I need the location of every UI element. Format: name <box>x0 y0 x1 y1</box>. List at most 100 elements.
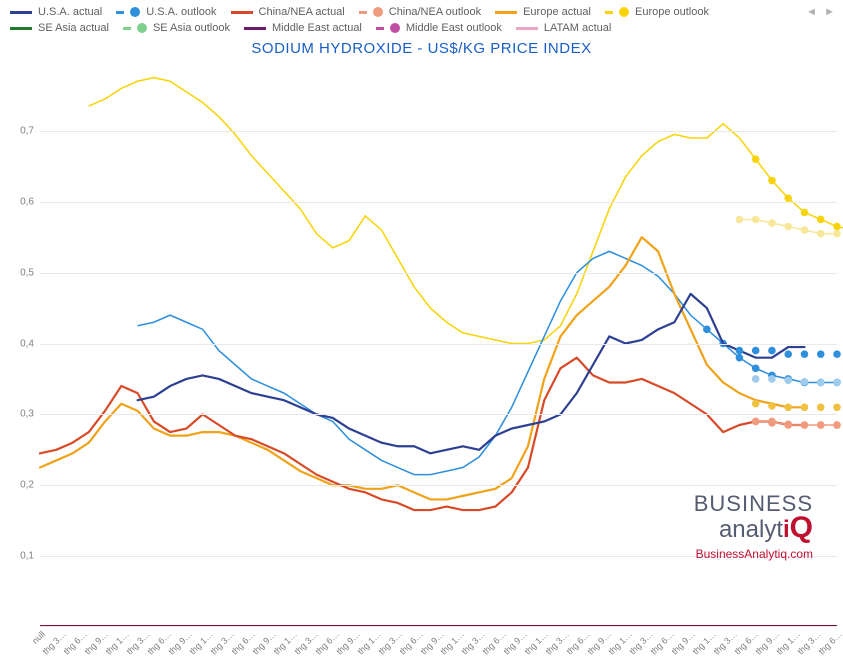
series-marker-europe_outlook <box>768 177 776 185</box>
legend-line-icon <box>495 11 517 14</box>
legend-swatch-icon <box>619 7 629 17</box>
legend-line-icon <box>231 11 253 14</box>
legend-line-icon <box>516 27 538 30</box>
tail-marker-usa-light <box>833 379 841 387</box>
series-marker-europe_outlook_tail <box>801 226 809 234</box>
series-marker-europe_outlook_tail <box>833 230 841 238</box>
chart-container: U.S.A. actual U.S.A. outlook China/NEA act… <box>0 0 843 661</box>
series-marker-europe_outlook_tail <box>752 216 760 224</box>
y-tick-label: 0,6 <box>20 196 34 207</box>
series-marker-europe_outlook_tail <box>784 223 792 231</box>
legend-label: SE Asia outlook <box>153 20 230 36</box>
legend-item-me_actual[interactable]: Middle East actual <box>244 20 362 36</box>
tail-marker-europe <box>833 403 841 411</box>
tail-marker-china <box>817 421 825 429</box>
legend-item-europe_outlook[interactable]: Europe outlook <box>605 4 709 20</box>
tail-marker-usa <box>817 350 825 358</box>
series-marker-europe_outlook_tail <box>736 216 744 224</box>
series-line-europe_outlook <box>89 78 843 344</box>
legend-label: SE Asia actual <box>38 20 109 36</box>
legend-label: LATAM actual <box>544 20 611 36</box>
tail-marker-europe <box>752 400 760 408</box>
tail-marker-europe <box>784 403 792 411</box>
series-marker-europe_outlook <box>833 223 841 231</box>
series-marker-usa_outlook <box>752 365 760 373</box>
legend-label: U.S.A. outlook <box>146 4 216 20</box>
tail-marker-china <box>768 419 776 427</box>
series-line-china_outlook <box>756 421 837 425</box>
nav-right-icon[interactable]: ► <box>824 6 837 18</box>
tail-marker-usa-light <box>752 375 760 383</box>
legend-label: U.S.A. actual <box>38 4 102 20</box>
legend-swatch-icon <box>390 23 400 33</box>
series-line-china_actual <box>40 358 804 510</box>
legend-line-icon <box>10 11 32 14</box>
y-tick-label: 0,7 <box>20 125 34 136</box>
legend-item-latam_actual[interactable]: LATAM actual <box>516 20 611 36</box>
series-marker-usa_outlook <box>736 354 744 362</box>
tail-marker-usa <box>736 347 744 355</box>
nav-arrows[interactable]: ◄ ► <box>806 6 837 18</box>
tail-marker-usa <box>833 350 841 358</box>
legend: U.S.A. actual U.S.A. outlook China/NEA act… <box>10 4 813 36</box>
legend-item-me_outlook[interactable]: Middle East outlook <box>376 20 502 36</box>
series-marker-europe_outlook <box>817 216 825 224</box>
y-tick-label: 0,1 <box>20 551 34 562</box>
grid-line <box>40 556 837 557</box>
grid-line <box>40 344 837 345</box>
tail-marker-china <box>784 420 792 428</box>
legend-line-icon <box>10 27 32 30</box>
tail-marker-europe <box>817 403 825 411</box>
grid-line <box>40 414 837 415</box>
legend-item-europe_actual[interactable]: Europe actual <box>495 4 591 20</box>
series-marker-europe_outlook_tail <box>768 219 776 227</box>
legend-label: Europe outlook <box>635 4 709 20</box>
tail-marker-usa <box>801 350 809 358</box>
legend-label: Middle East actual <box>272 20 362 36</box>
tail-marker-usa-light <box>784 377 792 385</box>
tail-marker-usa <box>752 347 760 355</box>
series-marker-europe_outlook <box>752 155 760 163</box>
legend-swatch-icon <box>130 7 140 17</box>
grid-line <box>40 273 837 274</box>
tail-marker-usa <box>784 350 792 358</box>
series-marker-europe_outlook_tail <box>817 230 825 238</box>
tail-marker-usa <box>768 347 776 355</box>
tail-marker-europe <box>768 402 776 410</box>
series-line-usa_actual <box>138 294 805 453</box>
y-tick-label: 0,4 <box>20 338 34 349</box>
tail-marker-usa-light <box>801 378 809 386</box>
plot-area: 0,10,20,30,40,50,60,7 <box>40 60 837 627</box>
tail-marker-usa-light <box>768 375 776 383</box>
legend-item-usa_actual[interactable]: U.S.A. actual <box>10 4 102 20</box>
legend-label: China/NEA actual <box>259 4 345 20</box>
tail-marker-china <box>833 421 841 429</box>
x-axis-labels: nullthg 3…thg 6…thg 9…thg 1…thg 3…thg 6…… <box>40 629 837 659</box>
legend-item-china_outlook[interactable]: China/NEA outlook <box>359 4 481 20</box>
legend-label: China/NEA outlook <box>389 4 481 20</box>
legend-item-usa_outlook[interactable]: U.S.A. outlook <box>116 4 216 20</box>
y-tick-label: 0,2 <box>20 480 34 491</box>
x-tick-label: null <box>30 629 47 646</box>
series-marker-usa_outlook <box>703 326 711 334</box>
legend-item-se_asia_actual[interactable]: SE Asia actual <box>10 20 109 36</box>
legend-line-icon <box>244 27 266 30</box>
legend-swatch-icon <box>373 7 383 17</box>
legend-swatch-icon <box>137 23 147 33</box>
series-line-europe_actual <box>40 237 804 499</box>
legend-label: Europe actual <box>523 4 591 20</box>
tail-marker-europe <box>801 403 809 411</box>
y-tick-label: 0,5 <box>20 267 34 278</box>
series-marker-europe_outlook <box>801 209 809 217</box>
grid-line <box>40 485 837 486</box>
y-tick-label: 0,3 <box>20 409 34 420</box>
tail-marker-usa-light <box>817 379 825 387</box>
tail-marker-china <box>801 421 809 429</box>
legend-item-se_asia_outlook[interactable]: SE Asia outlook <box>123 20 230 36</box>
grid-line <box>40 131 837 132</box>
tail-marker-china <box>752 418 760 426</box>
chart-title: SODIUM HYDROXIDE - US$/KG PRICE INDEX <box>0 40 843 57</box>
nav-left-icon[interactable]: ◄ <box>806 6 819 18</box>
grid-line <box>40 202 837 203</box>
legend-item-china_actual[interactable]: China/NEA actual <box>231 4 345 20</box>
